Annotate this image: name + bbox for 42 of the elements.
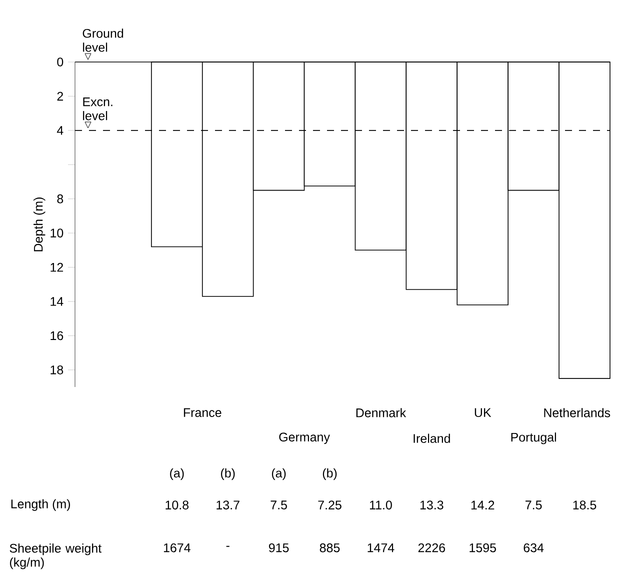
- text: Ireland: [414, 434, 450, 443]
- data-label: 11.0: [370, 500, 392, 510]
- text: 915: [268, 543, 289, 552]
- text: Germany: [279, 432, 330, 444]
- text: Length (m): [11, 499, 70, 511]
- x-tick-label: (b): [221, 468, 235, 480]
- y-tick-label: 16: [50, 331, 64, 340]
- y-tick-label: 14: [50, 297, 64, 306]
- text: France: [184, 408, 222, 418]
- y-tick-label: 2: [57, 92, 64, 101]
- x-tick-label: (a): [272, 468, 286, 480]
- y-tick-label: 12: [50, 262, 64, 272]
- text: 1474: [368, 544, 394, 552]
- text: 1674: [164, 543, 190, 552]
- text: 634: [524, 543, 544, 552]
- data-label: 14.2: [471, 500, 494, 510]
- y-tick-label: 4: [56, 126, 64, 135]
- text: 2226: [418, 543, 446, 552]
- data-label: 7.5: [270, 500, 287, 510]
- y-tick-label: 18: [50, 365, 64, 374]
- x-tick-label: (b): [322, 468, 337, 480]
- text: Portugal: [511, 432, 556, 444]
- text: -: [226, 546, 230, 547]
- ref-line-label: Excn. level: [83, 98, 112, 120]
- x-tick-label: (a): [170, 468, 184, 480]
- data-label: 18.5: [573, 500, 596, 510]
- text: 885: [320, 543, 340, 552]
- text: 1595: [470, 543, 496, 552]
- data-label: 13.7: [216, 500, 240, 510]
- text: Denmark: [356, 408, 406, 418]
- data-label: 13.3: [420, 500, 444, 510]
- data-label: 7.5: [526, 500, 542, 510]
- y-tick-label: 0: [57, 58, 64, 66]
- data-label: 7.25: [318, 500, 342, 510]
- text: Sheetpile weight (kg/m): [10, 544, 102, 570]
- y-tick-label: 10: [50, 228, 64, 238]
- ref-line-label: Ground level: [82, 28, 124, 52]
- y-tick-label: 8: [57, 194, 64, 204]
- data-label: 10.8: [166, 500, 189, 510]
- text: UK: [474, 408, 492, 418]
- text: Netherlands: [544, 408, 610, 418]
- y-axis-title: Depth (m): [34, 198, 46, 252]
